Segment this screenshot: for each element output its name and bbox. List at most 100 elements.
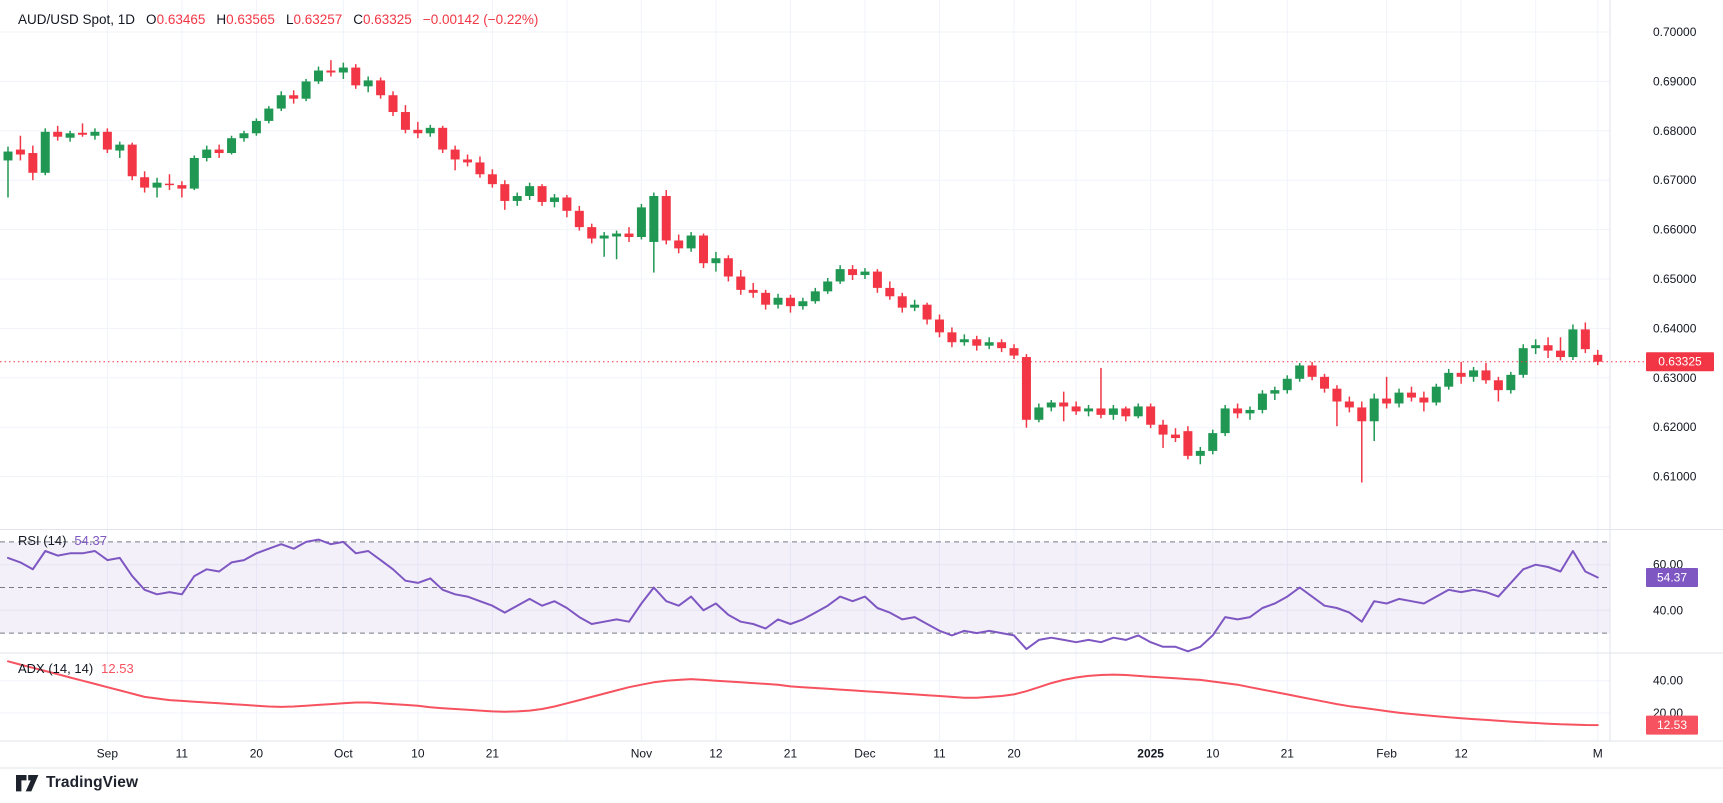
candle <box>326 70 336 73</box>
candle <box>189 157 199 189</box>
legend-open: O0.63465 <box>146 12 206 27</box>
price-axis-label: 0.62000 <box>1653 420 1697 434</box>
candle <box>1456 372 1466 377</box>
price-axis-label: 0.69000 <box>1653 74 1697 88</box>
candle <box>1419 397 1429 403</box>
price-axis[interactable]: 0.70000 0.69000 0.68000 0.67000 0.66000 0.650… <box>1653 25 1697 484</box>
time-tick-label: Feb <box>1376 747 1397 761</box>
candle <box>549 197 559 202</box>
rsi-band <box>0 541 1610 634</box>
rsi-value-badge: 54.37 <box>1646 568 1698 588</box>
candle <box>686 235 696 249</box>
price-axis-label: 0.67000 <box>1653 173 1697 187</box>
candle <box>1071 406 1081 412</box>
candle <box>102 131 112 150</box>
candle <box>1531 345 1541 349</box>
candle <box>1344 401 1354 408</box>
candle <box>1046 402 1056 408</box>
candle <box>922 304 932 320</box>
candle <box>53 131 63 137</box>
adx-title[interactable]: ADX (14, 14) <box>18 661 94 676</box>
candle <box>90 131 100 136</box>
candle <box>860 271 870 276</box>
horizontal-gridlines <box>0 31 1610 714</box>
time-tick-label: 20 <box>1007 747 1021 761</box>
price-axis-label: 0.61000 <box>1653 470 1697 484</box>
candle <box>1233 408 1243 414</box>
tradingview-wordmark: TradingView <box>46 774 139 791</box>
candle <box>78 132 88 135</box>
svg-text:12.53: 12.53 <box>1657 718 1687 732</box>
candle <box>748 289 758 293</box>
candle <box>1543 345 1553 351</box>
time-tick-label: Sep <box>97 747 119 761</box>
candle <box>798 301 808 307</box>
candle <box>1257 393 1267 410</box>
adx-value: 12.53 <box>101 661 134 676</box>
legend-low: L0.63257 <box>285 12 343 27</box>
time-tick-label: 21 <box>486 747 500 761</box>
candle <box>1009 348 1019 356</box>
candle <box>1170 434 1180 439</box>
candle <box>1270 390 1280 394</box>
candle <box>1245 409 1255 414</box>
candle <box>1158 424 1168 435</box>
candle <box>1121 408 1131 417</box>
candle <box>599 235 609 239</box>
time-tick-label: 21 <box>1281 747 1295 761</box>
candle <box>1444 372 1454 387</box>
candle <box>1034 407 1044 420</box>
price-axis-label: 0.68000 <box>1653 124 1697 138</box>
candle <box>227 138 237 154</box>
candle <box>823 281 833 292</box>
candle <box>1406 392 1416 398</box>
candle <box>425 127 435 134</box>
candle <box>1320 376 1330 389</box>
candle <box>723 258 733 277</box>
candle <box>3 151 13 161</box>
adx-line <box>7 660 1599 727</box>
candle <box>438 127 448 150</box>
candle <box>1568 329 1578 358</box>
candle <box>1307 365 1317 377</box>
candle <box>1195 450 1205 456</box>
candle <box>810 291 820 302</box>
candle <box>450 149 460 160</box>
time-tick-label: Dec <box>854 747 875 761</box>
candle <box>475 162 485 175</box>
candle <box>1295 365 1305 379</box>
candle <box>1556 350 1565 358</box>
candle <box>1096 408 1106 415</box>
candle <box>910 304 920 308</box>
pane-separators <box>0 529 1723 769</box>
tradingview-logo[interactable]: TradingView <box>16 774 138 792</box>
symbol-title[interactable]: AUD/USD Spot, 1D <box>18 12 136 27</box>
candle <box>612 233 622 237</box>
svg-text:0.63325: 0.63325 <box>1658 355 1702 369</box>
candle <box>1506 374 1516 391</box>
candles-layer[interactable] <box>3 60 1603 483</box>
candle <box>164 183 174 186</box>
rsi-value: 54.37 <box>74 533 107 548</box>
svg-text:54.37: 54.37 <box>1657 571 1687 585</box>
candle <box>1431 386 1441 403</box>
candle <box>351 67 361 86</box>
candle <box>959 339 969 343</box>
time-tick-label: 2025 <box>1137 747 1164 761</box>
time-tick-label: 21 <box>784 747 798 761</box>
time-axis[interactable]: Sep 11 20 Oct 10 21 Nov 12 21 Dec 11 20 2025 10 21 Feb 1… <box>97 747 1603 761</box>
candle <box>587 227 597 239</box>
candle <box>1357 407 1367 422</box>
rsi-title[interactable]: RSI (14) <box>18 533 67 548</box>
price-axis-label: 0.65000 <box>1653 272 1697 286</box>
candle <box>562 197 572 211</box>
candle <box>773 297 783 305</box>
price-axis-label: 0.70000 <box>1653 25 1697 39</box>
candle <box>214 149 224 154</box>
candle <box>251 120 261 134</box>
candle <box>1493 380 1503 391</box>
